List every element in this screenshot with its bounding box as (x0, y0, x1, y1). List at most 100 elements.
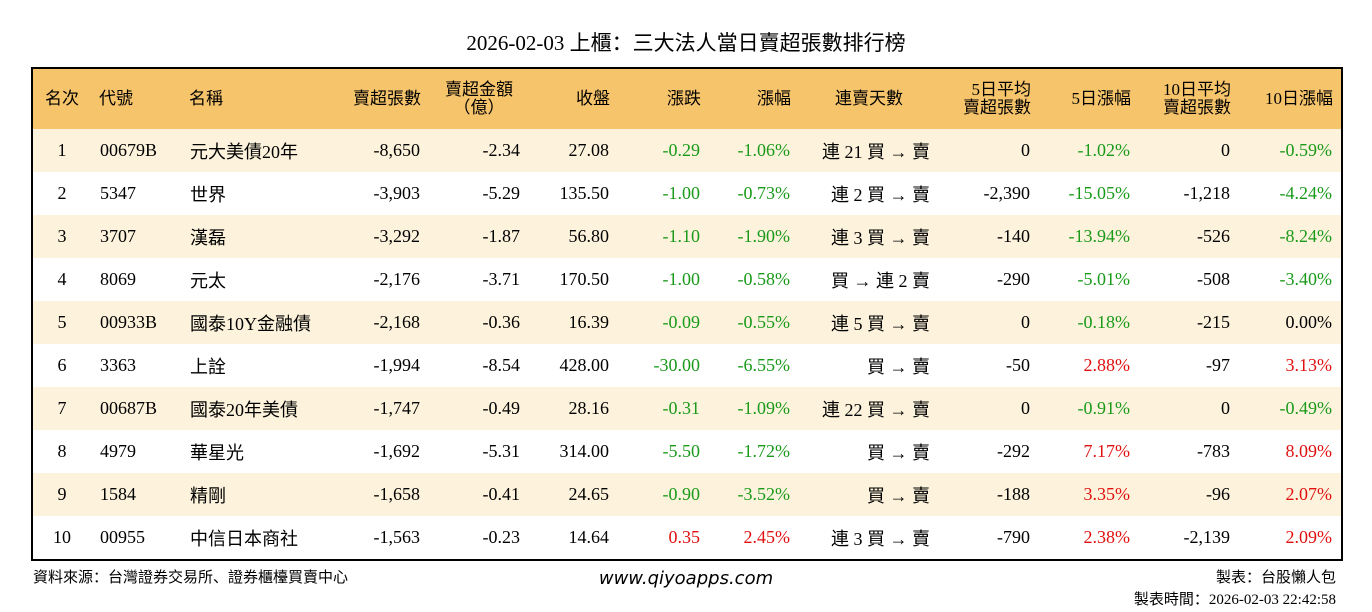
table-cell: -0.31 (618, 387, 709, 430)
table-row: 10 00955 中信日本商社 -1,563 -0.23 14.64 0.35 2.45% 連 … (32, 516, 1342, 560)
table-cell: 上詮 (190, 356, 226, 377)
table-cell: -215 (1139, 301, 1239, 344)
table-cell: 00679B (91, 129, 181, 172)
table-cell: 24.65 (529, 473, 618, 516)
table-row: 2 5347 世界 -3,903 -5.29 135.50 -1.00 -0.73% 連 2 買… (32, 172, 1342, 215)
table-cell: -8,650 (336, 129, 429, 172)
table-cell: 買 → 連 2 賣 (831, 270, 930, 291)
table-cell: 8.09% (1285, 441, 1333, 461)
table-cell: 國泰10Y金融債 (181, 301, 336, 344)
table-cell: 2.38% (1083, 527, 1131, 547)
table-cell: 428.00 (559, 355, 610, 375)
header-cell: 連賣天數 (799, 68, 939, 129)
table-cell: 27.08 (529, 129, 618, 172)
table-cell: -1,563 (373, 527, 421, 547)
table-cell: -3.52% (709, 473, 799, 516)
table-cell: -5.29 (482, 183, 521, 203)
table-cell: -3,903 (373, 183, 421, 203)
ranking-table: 名次 代號 名稱 賣超張數 賣超金額 （億） 收盤 漲跌 漲幅 連賣天數 5日平均 賣超張數 5日漲… (31, 67, 1343, 561)
table-cell: 7 (32, 387, 91, 430)
table-cell: 連 3 買 → 賣 (799, 215, 939, 258)
table-cell: 170.50 (559, 269, 610, 289)
table-cell: 56.80 (529, 215, 618, 258)
table-cell: -2,390 (983, 183, 1031, 203)
table-cell: 135.50 (559, 183, 610, 203)
table-cell: -1.72% (737, 441, 791, 461)
table-cell: 3 (32, 215, 91, 258)
table-cell: -290 (997, 269, 1030, 289)
table-cell: 2.07% (1239, 473, 1342, 516)
table-cell: 4 (57, 269, 67, 289)
table-cell: 0 (939, 387, 1039, 430)
table-body: 1 00679B 元大美債20年 -8,650 -2.34 27.08 -0.29 -1.06… (32, 129, 1342, 560)
table-cell: -15.05% (1068, 183, 1131, 203)
table-cell: -526 (1139, 215, 1239, 258)
table-cell: 精剛 (181, 473, 336, 516)
table-cell: -0.23 (482, 527, 521, 547)
table-row: 3 3707 漢磊 -3,292 -1.87 56.80 -1.10 -1.90% 連 3 買 … (32, 215, 1342, 258)
table-cell: -0.49% (1239, 387, 1342, 430)
table-cell: -0.90 (618, 473, 709, 516)
table-cell: 3363 (100, 355, 136, 375)
table-cell: -2,168 (336, 301, 429, 344)
site: www.qiyoapps.com (598, 568, 774, 589)
table-cell: -96 (1139, 473, 1239, 516)
table-cell: 買 → 賣 (867, 442, 930, 463)
table-cell: -97 (1206, 355, 1230, 375)
table-cell: 3.35% (1039, 473, 1139, 516)
table-cell: 8 (57, 441, 67, 461)
table-cell: -790 (997, 527, 1030, 547)
table-cell: -508 (1197, 269, 1230, 289)
table-cell: -1.09% (709, 387, 799, 430)
header-cell: 5日平均 賣超張數 (939, 68, 1039, 129)
table-cell: -1,658 (336, 473, 429, 516)
table-cell: -0.49 (429, 387, 529, 430)
table-cell: 國泰20年美債 (181, 387, 336, 430)
table-cell: -5.50 (662, 441, 701, 461)
table-cell: 00955 (100, 527, 145, 547)
table-cell: -1.00 (662, 269, 701, 289)
table-cell: -1,218 (1183, 183, 1231, 203)
table-cell: 2 (57, 183, 67, 203)
table-cell: 連 22 買 → 賣 (799, 387, 939, 430)
table-cell: -0.09 (618, 301, 709, 344)
table-cell: -1.00 (662, 183, 701, 203)
header-row: 名次 代號 名稱 賣超張數 賣超金額 （億） 收盤 漲跌 漲幅 連賣天數 5日平均 賣超張數 5日漲… (32, 68, 1342, 129)
table-cell: 4979 (100, 441, 136, 461)
table-row: 1 00679B 元大美債20年 -8,650 -2.34 27.08 -0.29 -1.06… (32, 129, 1342, 172)
table-cell: -0.55% (709, 301, 799, 344)
table-cell: 1 (32, 129, 91, 172)
table-cell: -1.06% (709, 129, 799, 172)
table-cell: 世界 (190, 184, 226, 205)
table-cell: 0 (939, 301, 1039, 344)
table-cell: -1.90% (709, 215, 799, 258)
table-cell: -2,139 (1183, 527, 1231, 547)
table-cell: -2.34 (429, 129, 529, 172)
table-cell: -5.31 (482, 441, 521, 461)
table-cell: 3707 (91, 215, 181, 258)
maker: 製表：台股懶人包 (1215, 570, 1336, 586)
table-cell: 6 (57, 355, 67, 375)
table-cell: -3,292 (336, 215, 429, 258)
table-cell: 0 (1139, 387, 1239, 430)
table-cell: 14.64 (568, 527, 610, 547)
table-cell: -1,747 (336, 387, 429, 430)
table-cell: -13.94% (1039, 215, 1139, 258)
table-row: 7 00687B 國泰20年美債 -1,747 -0.49 28.16 -0.31 -1.09… (32, 387, 1342, 430)
table-cell: 2.88% (1083, 355, 1131, 375)
table-cell: -8.24% (1239, 215, 1342, 258)
table-cell: -783 (1197, 441, 1230, 461)
table-cell: -0.59% (1239, 129, 1342, 172)
table-row: 8 4979 華星光 -1,692 -5.31 314.00 -5.50 -1.72% 買 → … (32, 430, 1342, 473)
table-cell: 連 21 買 → 賣 (799, 129, 939, 172)
header-cell: 收盤 (529, 68, 618, 129)
header-cell: 10日平均 賣超張數 (1139, 68, 1239, 129)
table-cell: 連 5 買 → 賣 (799, 301, 939, 344)
table-cell: 9 (32, 473, 91, 516)
table-row: 9 1584 精剛 -1,658 -0.41 24.65 -0.90 -3.52% 買 → 賣-… (32, 473, 1342, 516)
table-cell: 10 (53, 527, 71, 547)
table-cell: 連 3 買 → 賣 (831, 528, 930, 549)
table-cell: -3.71 (482, 269, 521, 289)
table-cell: 元大美債20年 (181, 129, 336, 172)
